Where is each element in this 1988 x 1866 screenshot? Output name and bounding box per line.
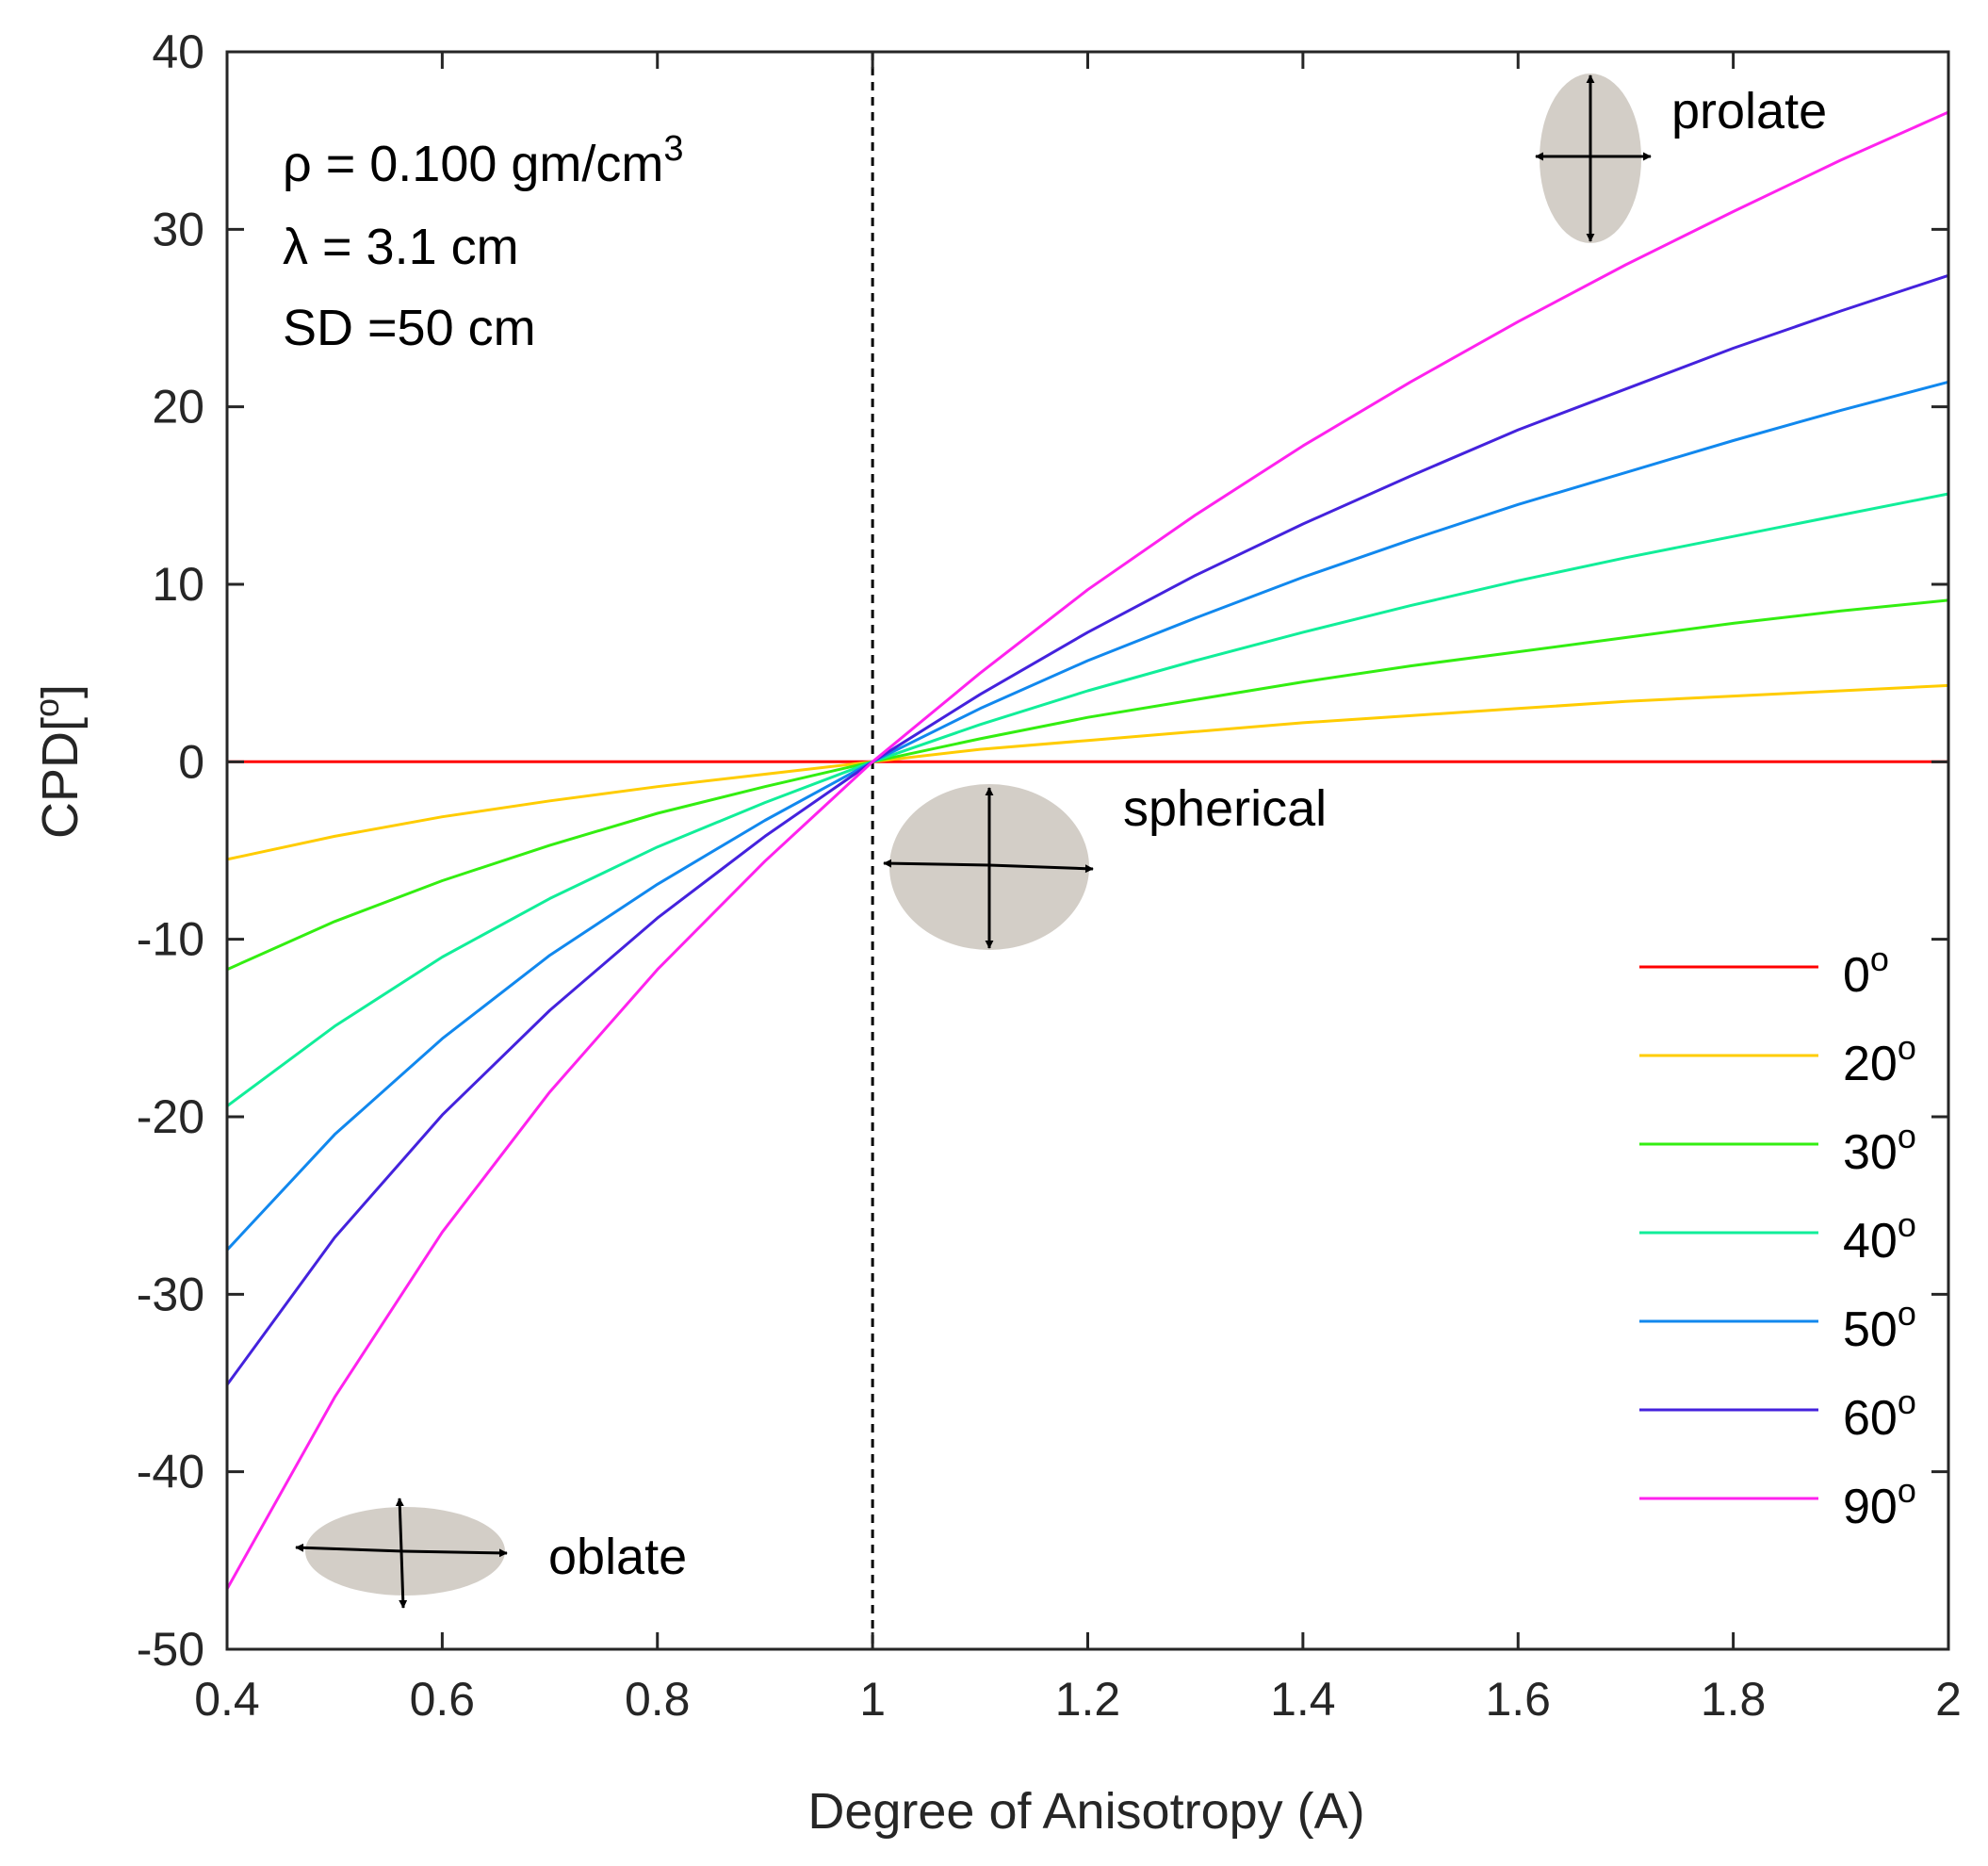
legend-entry-30: 30o — [1639, 1117, 1916, 1180]
sd-annotation: SD =50 cm — [283, 300, 536, 356]
x-tick-label: 2 — [1935, 1673, 1962, 1726]
y-tick-label: 10 — [152, 558, 204, 611]
legend-entry-0: 0o — [1639, 940, 1889, 1003]
legend-label: 90o — [1843, 1471, 1916, 1534]
y-axis-title-sup: o — [27, 698, 66, 717]
legend-label: 60o — [1843, 1383, 1916, 1446]
x-tick-label: 1 — [859, 1673, 886, 1726]
x-tick-label: 1.6 — [1485, 1673, 1551, 1726]
series-line-50 — [225, 380, 1949, 1252]
x-tick-label: 0.6 — [410, 1673, 476, 1726]
legend-label: 50o — [1843, 1294, 1916, 1357]
rho-annotation-sup: 3 — [663, 129, 683, 169]
series-line-30 — [226, 598, 1949, 972]
lambda-annotation: λ = 3.1 cm — [283, 219, 519, 275]
y-tick-label: -10 — [137, 913, 204, 966]
y-axis-title: CPD[o] — [27, 684, 89, 839]
x-tick-label: 1.4 — [1270, 1673, 1336, 1726]
oblate-label: oblate — [548, 1529, 687, 1585]
y-tick-label: -30 — [137, 1268, 204, 1320]
series-line-40 — [226, 492, 1949, 1107]
series-line-60 — [225, 273, 1949, 1386]
legend-entry-60: 60o — [1639, 1383, 1916, 1446]
y-tick-label: -50 — [137, 1623, 204, 1676]
y-tick-label: 20 — [152, 381, 204, 434]
legend-label: 30o — [1843, 1117, 1916, 1180]
spherical-shape-icon — [883, 784, 1094, 950]
legend-label: 20o — [1843, 1028, 1916, 1091]
y-tick-label: 40 — [152, 25, 204, 78]
x-tick-label: 0.4 — [194, 1673, 260, 1726]
legend-entry-50: 50o — [1639, 1294, 1916, 1357]
y-axis-title-main: CPD[ — [32, 717, 89, 839]
y-axis-title-close: ] — [32, 684, 89, 698]
legend-label: 40o — [1843, 1205, 1916, 1269]
legend-entry-40: 40o — [1639, 1205, 1916, 1269]
spherical-label: spherical — [1123, 780, 1327, 837]
y-tick-label: 30 — [152, 203, 204, 255]
y-tick-label: -40 — [137, 1446, 204, 1498]
y-tick-label: 0 — [178, 735, 204, 788]
prolate-shape-icon — [1535, 74, 1652, 243]
series-line-20 — [226, 683, 1949, 861]
rho-annotation-text: ρ = 0.100 gm/cm — [283, 136, 663, 192]
axis-ticks: 0.4 0.6 0.8 1 1.2 1.4 1.6 1.8 2 -50 -40 -30 -20 -10 0 1… — [137, 25, 1962, 1726]
prolate-label: prolate — [1671, 83, 1827, 139]
oblate-shape-icon — [295, 1498, 508, 1609]
series-line-90 — [225, 110, 1949, 1590]
y-tick-label: -20 — [137, 1090, 204, 1143]
legend: 0o 20o 30o 40o 50o 60o 90o — [1639, 940, 1916, 1534]
rho-annotation: ρ = 0.100 gm/cm3 — [283, 129, 684, 192]
legend-entry-90: 90o — [1639, 1471, 1916, 1534]
x-tick-label: 1.2 — [1055, 1673, 1121, 1726]
legend-entry-20: 20o — [1639, 1028, 1916, 1091]
legend-label: 0o — [1843, 940, 1889, 1003]
x-axis-title: Degree of Anisotropy (A) — [807, 1783, 1364, 1840]
x-tick-label: 0.8 — [625, 1673, 691, 1726]
x-tick-label: 1.8 — [1701, 1673, 1767, 1726]
